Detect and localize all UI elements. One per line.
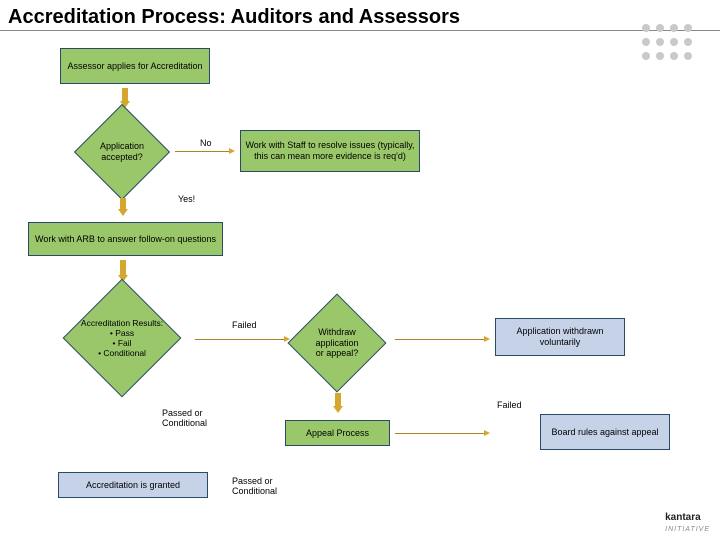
diamond-label: Application accepted?: [88, 118, 156, 186]
node-withdrawn: Application withdrawn voluntarily: [495, 318, 625, 356]
page-title: Accreditation Process: Auditors and Asse…: [8, 6, 460, 29]
node-work-with-arb: Work with ARB to answer follow-on questi…: [28, 222, 223, 256]
diamond-label: Withdraw application or appeal?: [302, 308, 372, 378]
node-board-rules-against: Board rules against appeal: [540, 414, 670, 450]
edge-label-failed2: Failed: [497, 400, 522, 410]
edge-label-no: No: [200, 138, 212, 148]
arrow-icon: [395, 430, 490, 437]
edge-label-yes: Yes!: [178, 194, 195, 204]
arrow-icon: [195, 336, 290, 343]
edge-label-failed: Failed: [232, 320, 257, 330]
edge-label-passed-conditional-2: Passed or Conditional: [232, 476, 277, 496]
decorative-dot-grid: [640, 22, 700, 82]
node-assessor-applies: Assessor applies for Accreditation: [60, 48, 210, 84]
logo-kantara: kantaraINITIATIVE: [665, 512, 710, 534]
arrow-icon: [175, 148, 235, 155]
node-application-accepted: Application accepted?: [88, 118, 156, 186]
node-accreditation-results: Accreditation Results: • Pass • Fail • C…: [80, 296, 164, 380]
node-accreditation-granted: Accreditation is granted: [58, 472, 208, 498]
arrow-icon: [118, 198, 128, 216]
node-withdraw-or-appeal: Withdraw application or appeal?: [302, 308, 372, 378]
node-appeal-process: Appeal Process: [285, 420, 390, 446]
title-underline: [0, 30, 720, 31]
diamond-label: Accreditation Results: • Pass • Fail • C…: [80, 296, 164, 380]
arrow-icon: [333, 393, 343, 413]
edge-label-passed-conditional: Passed or Conditional: [162, 408, 207, 428]
arrow-icon: [395, 336, 490, 343]
node-work-with-staff: Work with Staff to resolve issues (typic…: [240, 130, 420, 172]
